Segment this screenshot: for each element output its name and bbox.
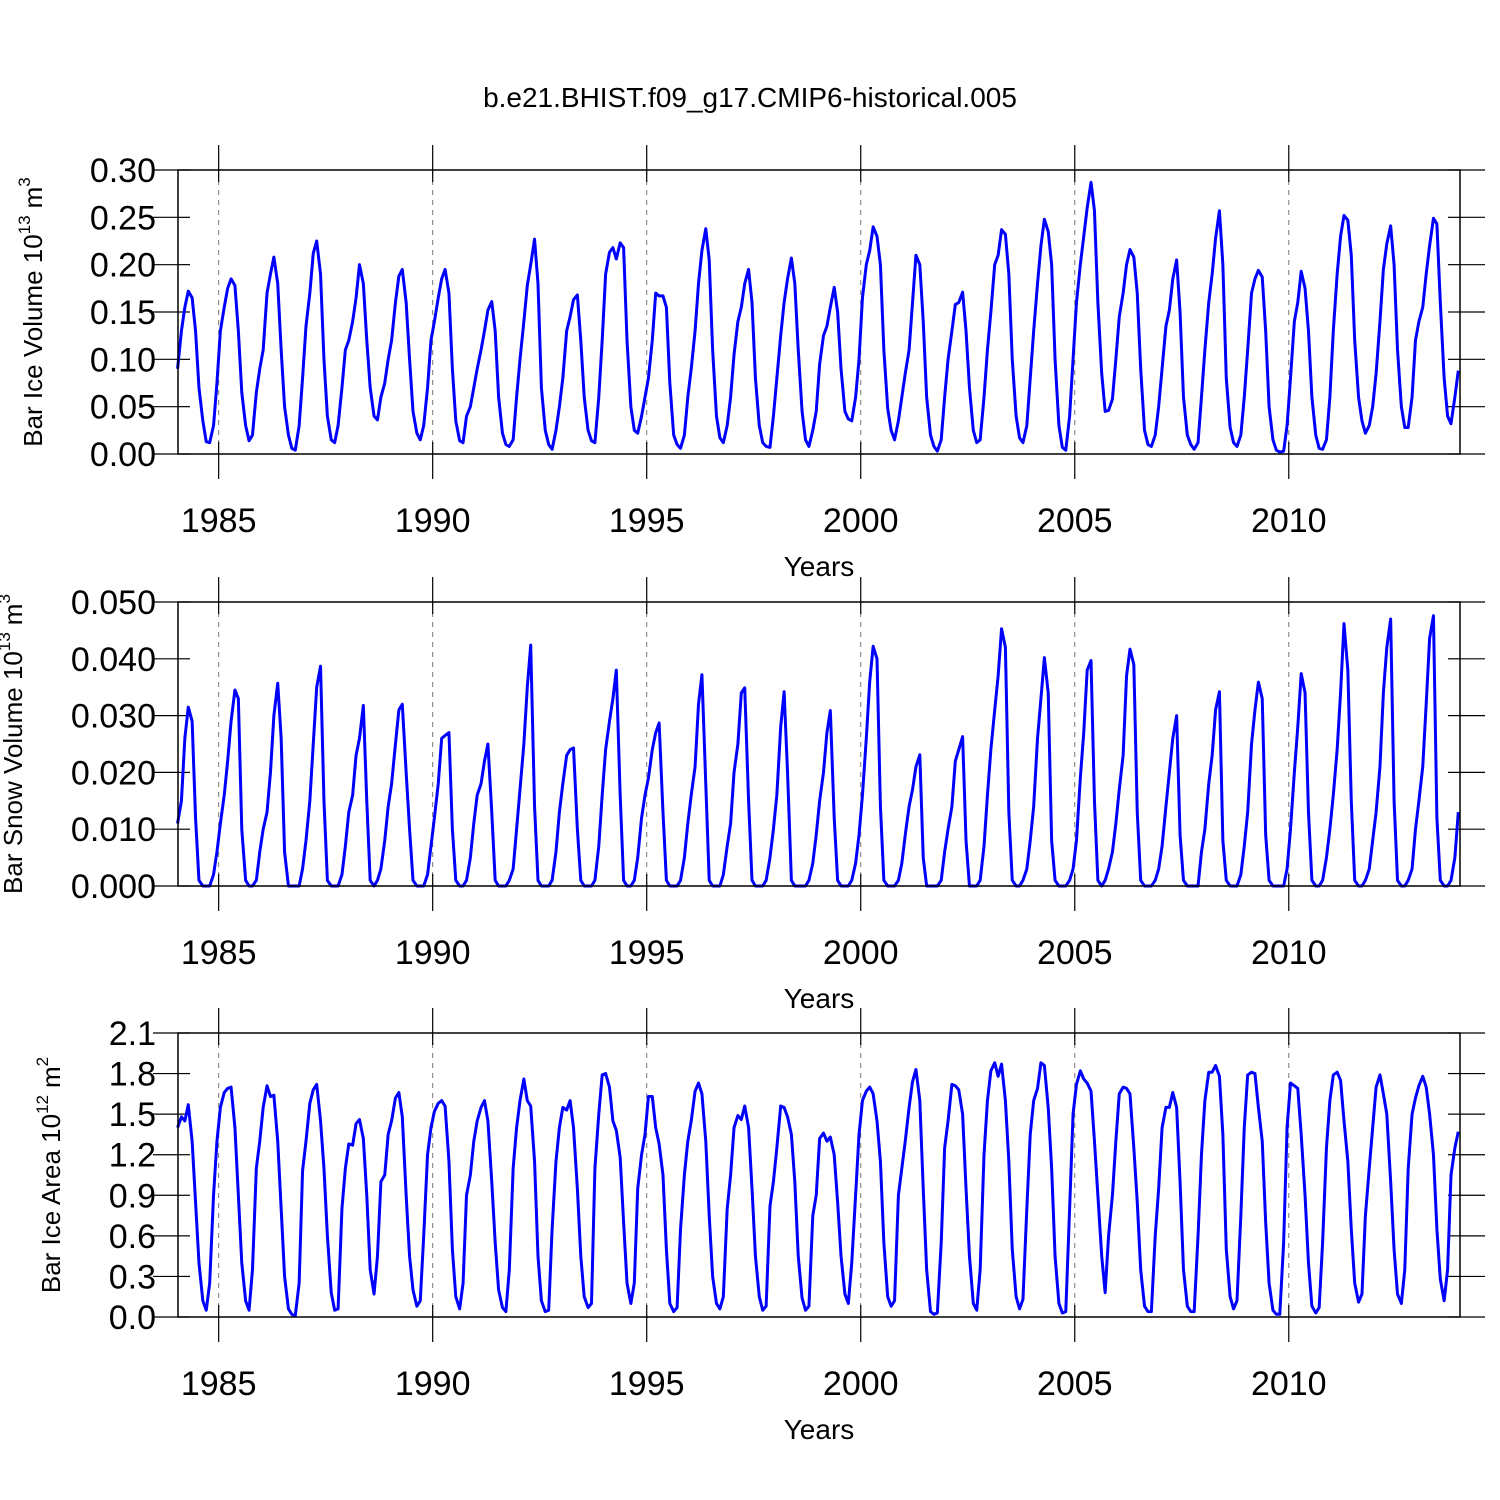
y-tick-label: 0.15 xyxy=(90,294,156,332)
data-line xyxy=(176,1061,1460,1318)
y-tick-label: 0.050 xyxy=(71,584,156,622)
x-tick-label: 1985 xyxy=(181,502,257,540)
x-axis-title: Years xyxy=(784,1414,855,1445)
x-tick-label: 1995 xyxy=(609,502,685,540)
y-tick-label: 0.040 xyxy=(71,641,156,679)
y-axis-title-part: m xyxy=(36,1066,66,1088)
y-axis-title-exponent: 2 xyxy=(33,1057,52,1066)
plot-frame xyxy=(177,169,1461,455)
y-axis-title: Bar Ice Area 1012 m2 xyxy=(33,1057,66,1293)
y-axis-title: Bar Ice Volume 1013 m3 xyxy=(15,177,48,447)
x-tick-label: 2010 xyxy=(1251,502,1327,540)
y-axis-title-exponent: 3 xyxy=(0,594,14,603)
x-tick-label: 2000 xyxy=(823,1365,899,1403)
x-tick-label: 2005 xyxy=(1037,502,1113,540)
y-tick-label: 2.1 xyxy=(109,1015,156,1053)
y-axis-title-part: Bar Ice Area 10 xyxy=(36,1114,66,1293)
y-tick-label: 0.000 xyxy=(71,868,156,906)
data-line xyxy=(176,180,1460,454)
y-axis-title-exponent: 13 xyxy=(15,215,34,234)
y-axis-title-part: m xyxy=(0,604,28,626)
y-tick-label: 0.3 xyxy=(109,1258,156,1296)
x-axis-title: Years xyxy=(784,551,855,582)
plot-frame xyxy=(177,1032,1461,1318)
y-tick-label: 0.10 xyxy=(90,341,156,379)
y-tick-label: 1.8 xyxy=(109,1056,156,1094)
y-tick-label: 1.5 xyxy=(109,1096,156,1134)
y-axis-title-exponent: 3 xyxy=(15,177,34,186)
y-axis-title-exponent: 12 xyxy=(33,1095,52,1114)
x-tick-label: 2000 xyxy=(823,502,899,540)
y-tick-label: 0.9 xyxy=(109,1177,156,1215)
y-tick-label: 0.010 xyxy=(71,811,156,849)
x-tick-label: 1995 xyxy=(609,1365,685,1403)
y-axis-title-part: Bar Ice Volume 10 xyxy=(18,234,48,446)
y-tick-label: 0.30 xyxy=(90,152,156,190)
plot-frame xyxy=(177,601,1461,887)
y-tick-label: 1.2 xyxy=(109,1137,156,1175)
x-tick-label: 2010 xyxy=(1251,934,1327,972)
chart-title: b.e21.BHIST.f09_g17.CMIP6-historical.005 xyxy=(483,82,1017,113)
y-tick-label: 0.6 xyxy=(109,1218,156,1256)
y-axis-title-part: m xyxy=(18,187,48,209)
x-tick-label: 2005 xyxy=(1037,934,1113,972)
y-tick-label: 0.20 xyxy=(90,247,156,285)
x-tick-label: 2005 xyxy=(1037,1365,1113,1403)
y-tick-label: 0.25 xyxy=(90,199,156,237)
x-tick-label: 1990 xyxy=(395,502,471,540)
y-tick-label: 0.0 xyxy=(109,1299,156,1337)
x-tick-label: 1985 xyxy=(181,934,257,972)
x-tick-label: 1990 xyxy=(395,1365,471,1403)
x-tick-label: 2010 xyxy=(1251,1365,1327,1403)
y-tick-label: 0.00 xyxy=(90,436,156,474)
x-tick-label: 1990 xyxy=(395,934,471,972)
y-tick-label: 0.030 xyxy=(71,698,156,736)
x-tick-label: 2000 xyxy=(823,934,899,972)
x-tick-label: 1985 xyxy=(181,1365,257,1403)
y-tick-label: 0.020 xyxy=(71,754,156,792)
y-axis-title-exponent: 13 xyxy=(0,632,14,651)
y-axis-title: Bar Snow Volume 1013 m3 xyxy=(0,594,28,894)
x-axis-title: Years xyxy=(784,983,855,1014)
data-line xyxy=(176,614,1460,888)
x-tick-label: 1995 xyxy=(609,934,685,972)
y-tick-label: 0.05 xyxy=(90,389,156,427)
y-axis-title-part: Bar Snow Volume 10 xyxy=(0,651,28,894)
